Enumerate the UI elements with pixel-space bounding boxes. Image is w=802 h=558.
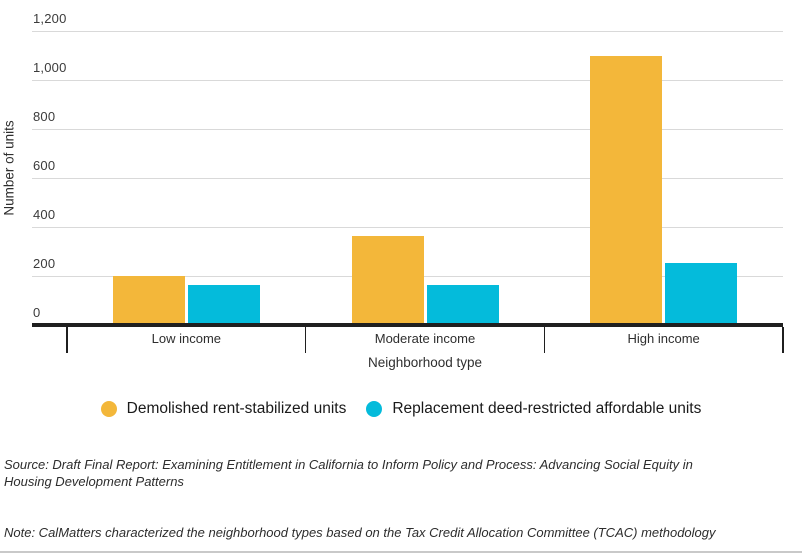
bar-s0-low-income xyxy=(112,276,185,323)
category-label-low-income: Low income xyxy=(151,331,222,346)
x-tick xyxy=(543,327,546,353)
legend-label: Demolished rent-stabilized units xyxy=(126,400,347,417)
x-tick xyxy=(66,327,68,353)
y-gridline-400 xyxy=(32,226,783,228)
source-text: Source: Draft Final Report: Examining En… xyxy=(4,457,693,489)
y-tick-label: 600 xyxy=(33,158,56,173)
legend-dot-icon xyxy=(366,401,383,417)
bottom-divider xyxy=(0,551,802,553)
category-label-moderate-income: Moderate income xyxy=(374,331,476,346)
y-axis-title: Number of units xyxy=(1,120,17,216)
y-tick-label: 400 xyxy=(33,207,56,222)
bar-s1-low-income xyxy=(187,285,260,323)
y-gridline-600 xyxy=(32,177,783,179)
legend-label: Replacement deed-restricted affordable u… xyxy=(392,400,702,417)
note-text: Note: CalMatters characterized the neigh… xyxy=(4,525,716,540)
x-tick xyxy=(782,327,784,353)
y-gridline-1,000 xyxy=(32,79,783,81)
y-tick-label: 0 xyxy=(33,305,41,320)
category-label-high-income: High income xyxy=(627,331,700,346)
bar-s0-moderate-income xyxy=(351,236,424,323)
y-tick-label: 800 xyxy=(33,109,56,124)
x-tick xyxy=(304,327,307,353)
y-gridline-1,200 xyxy=(32,30,783,32)
y-tick-label: 1,200 xyxy=(33,11,67,26)
legend-item-1: Replacement deed-restricted affordable u… xyxy=(366,400,701,418)
legend-item-0: Demolished rent-stabilized units xyxy=(100,400,347,418)
x-axis-title: Neighborhood type xyxy=(367,355,483,370)
x-axis-line xyxy=(32,323,783,327)
bar-s0-high-income xyxy=(590,55,663,323)
y-tick-label: 200 xyxy=(33,256,56,271)
chart-legend: Demolished rent-stabilized units Replacem… xyxy=(0,400,802,418)
legend-dot-icon xyxy=(100,401,117,417)
bar-s1-moderate-income xyxy=(426,285,499,323)
bar-s1-high-income xyxy=(665,262,738,323)
y-gridline-800 xyxy=(32,128,783,130)
y-tick-label: 1,000 xyxy=(33,60,67,75)
